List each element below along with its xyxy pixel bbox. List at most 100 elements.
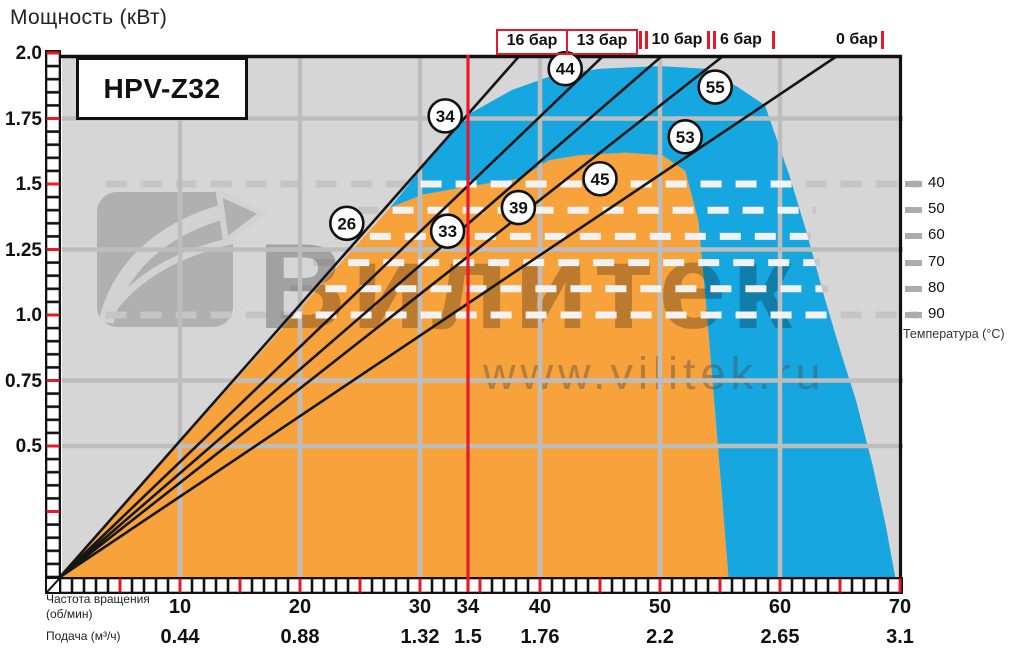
pressure-line-13бар [59, 54, 605, 578]
legend-value: 60 [928, 226, 945, 243]
point-label-45: 45 [582, 160, 618, 197]
x-tick: 34 [456, 596, 480, 618]
point-label-44: 44 [547, 50, 584, 87]
point-value: 44 [556, 60, 575, 79]
ruler-mark-x-30 [418, 578, 422, 593]
point-value: 34 [436, 107, 455, 126]
legend-dash-60 [905, 233, 922, 239]
legend-value: 90 [928, 305, 945, 322]
y-tick: 1.25 [5, 240, 42, 261]
legend-value: 50 [928, 200, 945, 217]
ruler-red-marks [46, 51, 902, 593]
operating-regions [60, 66, 896, 577]
pressure-line-16бар [59, 54, 521, 578]
legend-dash-90 [905, 312, 922, 318]
point-circle [328, 205, 365, 242]
legend-value: 80 [928, 279, 945, 296]
ruler-mark-x-40 [538, 578, 542, 593]
flow-tick: 2.65 [760, 626, 800, 648]
pressure-label-0bar: 0 бар [836, 31, 878, 48]
x-tick: 70 [888, 596, 912, 618]
flow-tick: 0.88 [280, 626, 320, 648]
pressure-label-6bar: 6 бар [720, 31, 762, 48]
y-tick: 2.0 [15, 43, 42, 64]
ruler-mark-x-45 [598, 578, 602, 593]
y-tick: 1.5 [15, 174, 42, 195]
point-label-33: 33 [429, 213, 466, 249]
y-axis-title: Мощность (кВт) [10, 6, 168, 29]
ruler-mark-x-35 [478, 578, 482, 593]
legend-dash-50 [905, 207, 922, 213]
region-extended-blue [390, 66, 896, 577]
pressure-label-13bar: 13 бар [566, 29, 638, 55]
point-circle [667, 119, 704, 155]
speed-axis-caption-2: (об/мин) [46, 607, 93, 621]
x-tick: 30 [408, 596, 432, 618]
point-label-34: 34 [427, 98, 464, 134]
ruler-mark-x-20 [298, 578, 302, 593]
legend-dash-40 [905, 181, 922, 187]
flow-tick: 2.2 [646, 626, 674, 648]
ruler-mark-y-0.25 [46, 510, 60, 513]
ruler-mark-y-0.5 [46, 444, 60, 448]
flow-tick: 1.32 [400, 626, 440, 648]
legend-value: 70 [928, 253, 945, 270]
model-label: HPV-Z32 [76, 57, 248, 120]
ruler-mark-x-15 [238, 578, 242, 593]
speed-axis-caption: Частота вращения [46, 592, 150, 606]
red-tick [707, 31, 710, 49]
ruler-mark-y-1.75 [46, 117, 60, 120]
x-tick: 60 [768, 596, 792, 618]
flow-tick: 1.5 [454, 626, 482, 648]
legend-dash-80 [905, 286, 922, 292]
gridlines [62, 55, 903, 577]
pressure-line-10бар [59, 54, 664, 578]
red-tick [772, 31, 775, 49]
point-label-55: 55 [697, 69, 734, 105]
y-tick: 0.5 [15, 436, 42, 457]
y-tick: 1.75 [5, 109, 42, 130]
x-tick: 50 [648, 596, 672, 618]
point-label-39: 39 [500, 189, 537, 226]
point-value: 26 [337, 214, 356, 233]
point-label-circles: 26 33 34 39 44 45 53 55 [328, 50, 734, 249]
pressure-label-10bar: 10 бар [651, 31, 703, 48]
ruler-mark-y-1 [46, 313, 60, 317]
ruler-mark-y-1.25 [46, 248, 60, 251]
y-tick: 1.0 [15, 305, 42, 326]
watermark-url: www.vilitek.ru [482, 348, 826, 399]
red-tick [713, 31, 716, 49]
ruler-mark-y-2 [46, 51, 60, 55]
legend-title: Температура (°C) [903, 327, 1005, 341]
red-tick [639, 31, 642, 49]
pressure-label-16bar: 16 бар [496, 29, 568, 55]
y-tick: 0.75 [5, 371, 42, 392]
point-circle [697, 69, 734, 105]
x-tick: 10 [168, 596, 192, 618]
ruler-mark-x-70 [898, 578, 902, 593]
red-tick [645, 31, 648, 49]
ruler-mark-x-25 [358, 578, 362, 593]
flow-axis-caption: Подача (м³/ч) [46, 629, 121, 643]
point-circle [582, 160, 618, 197]
point-label-53: 53 [667, 119, 704, 155]
point-circle [500, 189, 537, 226]
point-value: 45 [591, 170, 610, 189]
point-value: 33 [438, 222, 457, 241]
region-standard-orange [60, 152, 729, 577]
ruler-mark-y-0.75 [46, 379, 60, 382]
red-tick [881, 31, 884, 49]
ruler-mark-x-50 [658, 578, 662, 593]
ruler-mark-x-65 [838, 578, 842, 593]
ruler-mark-x-10 [178, 578, 182, 593]
point-circle [427, 98, 464, 134]
x-tick: 20 [288, 596, 312, 618]
pressure-lines [59, 54, 839, 579]
point-label-26: 26 [328, 205, 365, 242]
ruler-mark-x-55 [718, 578, 722, 593]
flow-tick: 0.44 [160, 626, 200, 648]
point-value: 39 [509, 199, 528, 218]
point-circle [547, 50, 584, 87]
